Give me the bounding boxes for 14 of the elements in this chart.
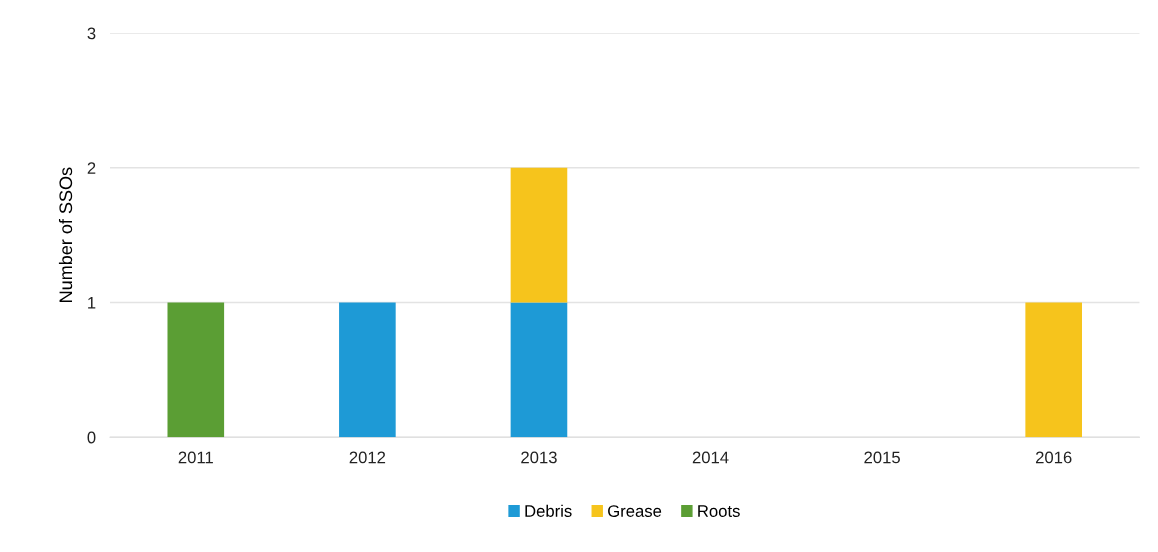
legend-label: Roots: [698, 505, 740, 517]
y-tick-label: 1: [88, 297, 96, 309]
y-tick-label: 3: [87, 27, 96, 40]
y-tick-label: 0: [87, 431, 96, 444]
legend-label: Grease: [608, 505, 662, 517]
x-tick-label: 2012: [349, 451, 386, 464]
x-tick-label: 2011: [178, 451, 213, 464]
x-tick-label: 2013: [521, 451, 557, 464]
y-axis-title: Number of SSOs: [58, 167, 73, 302]
y-tick-label: 2: [87, 162, 96, 174]
legend-label: Debris: [525, 504, 572, 517]
x-tick-label: 2015: [864, 451, 900, 464]
x-tick-label: 2014: [692, 451, 729, 464]
x-tick-label: 2016: [1035, 451, 1072, 464]
